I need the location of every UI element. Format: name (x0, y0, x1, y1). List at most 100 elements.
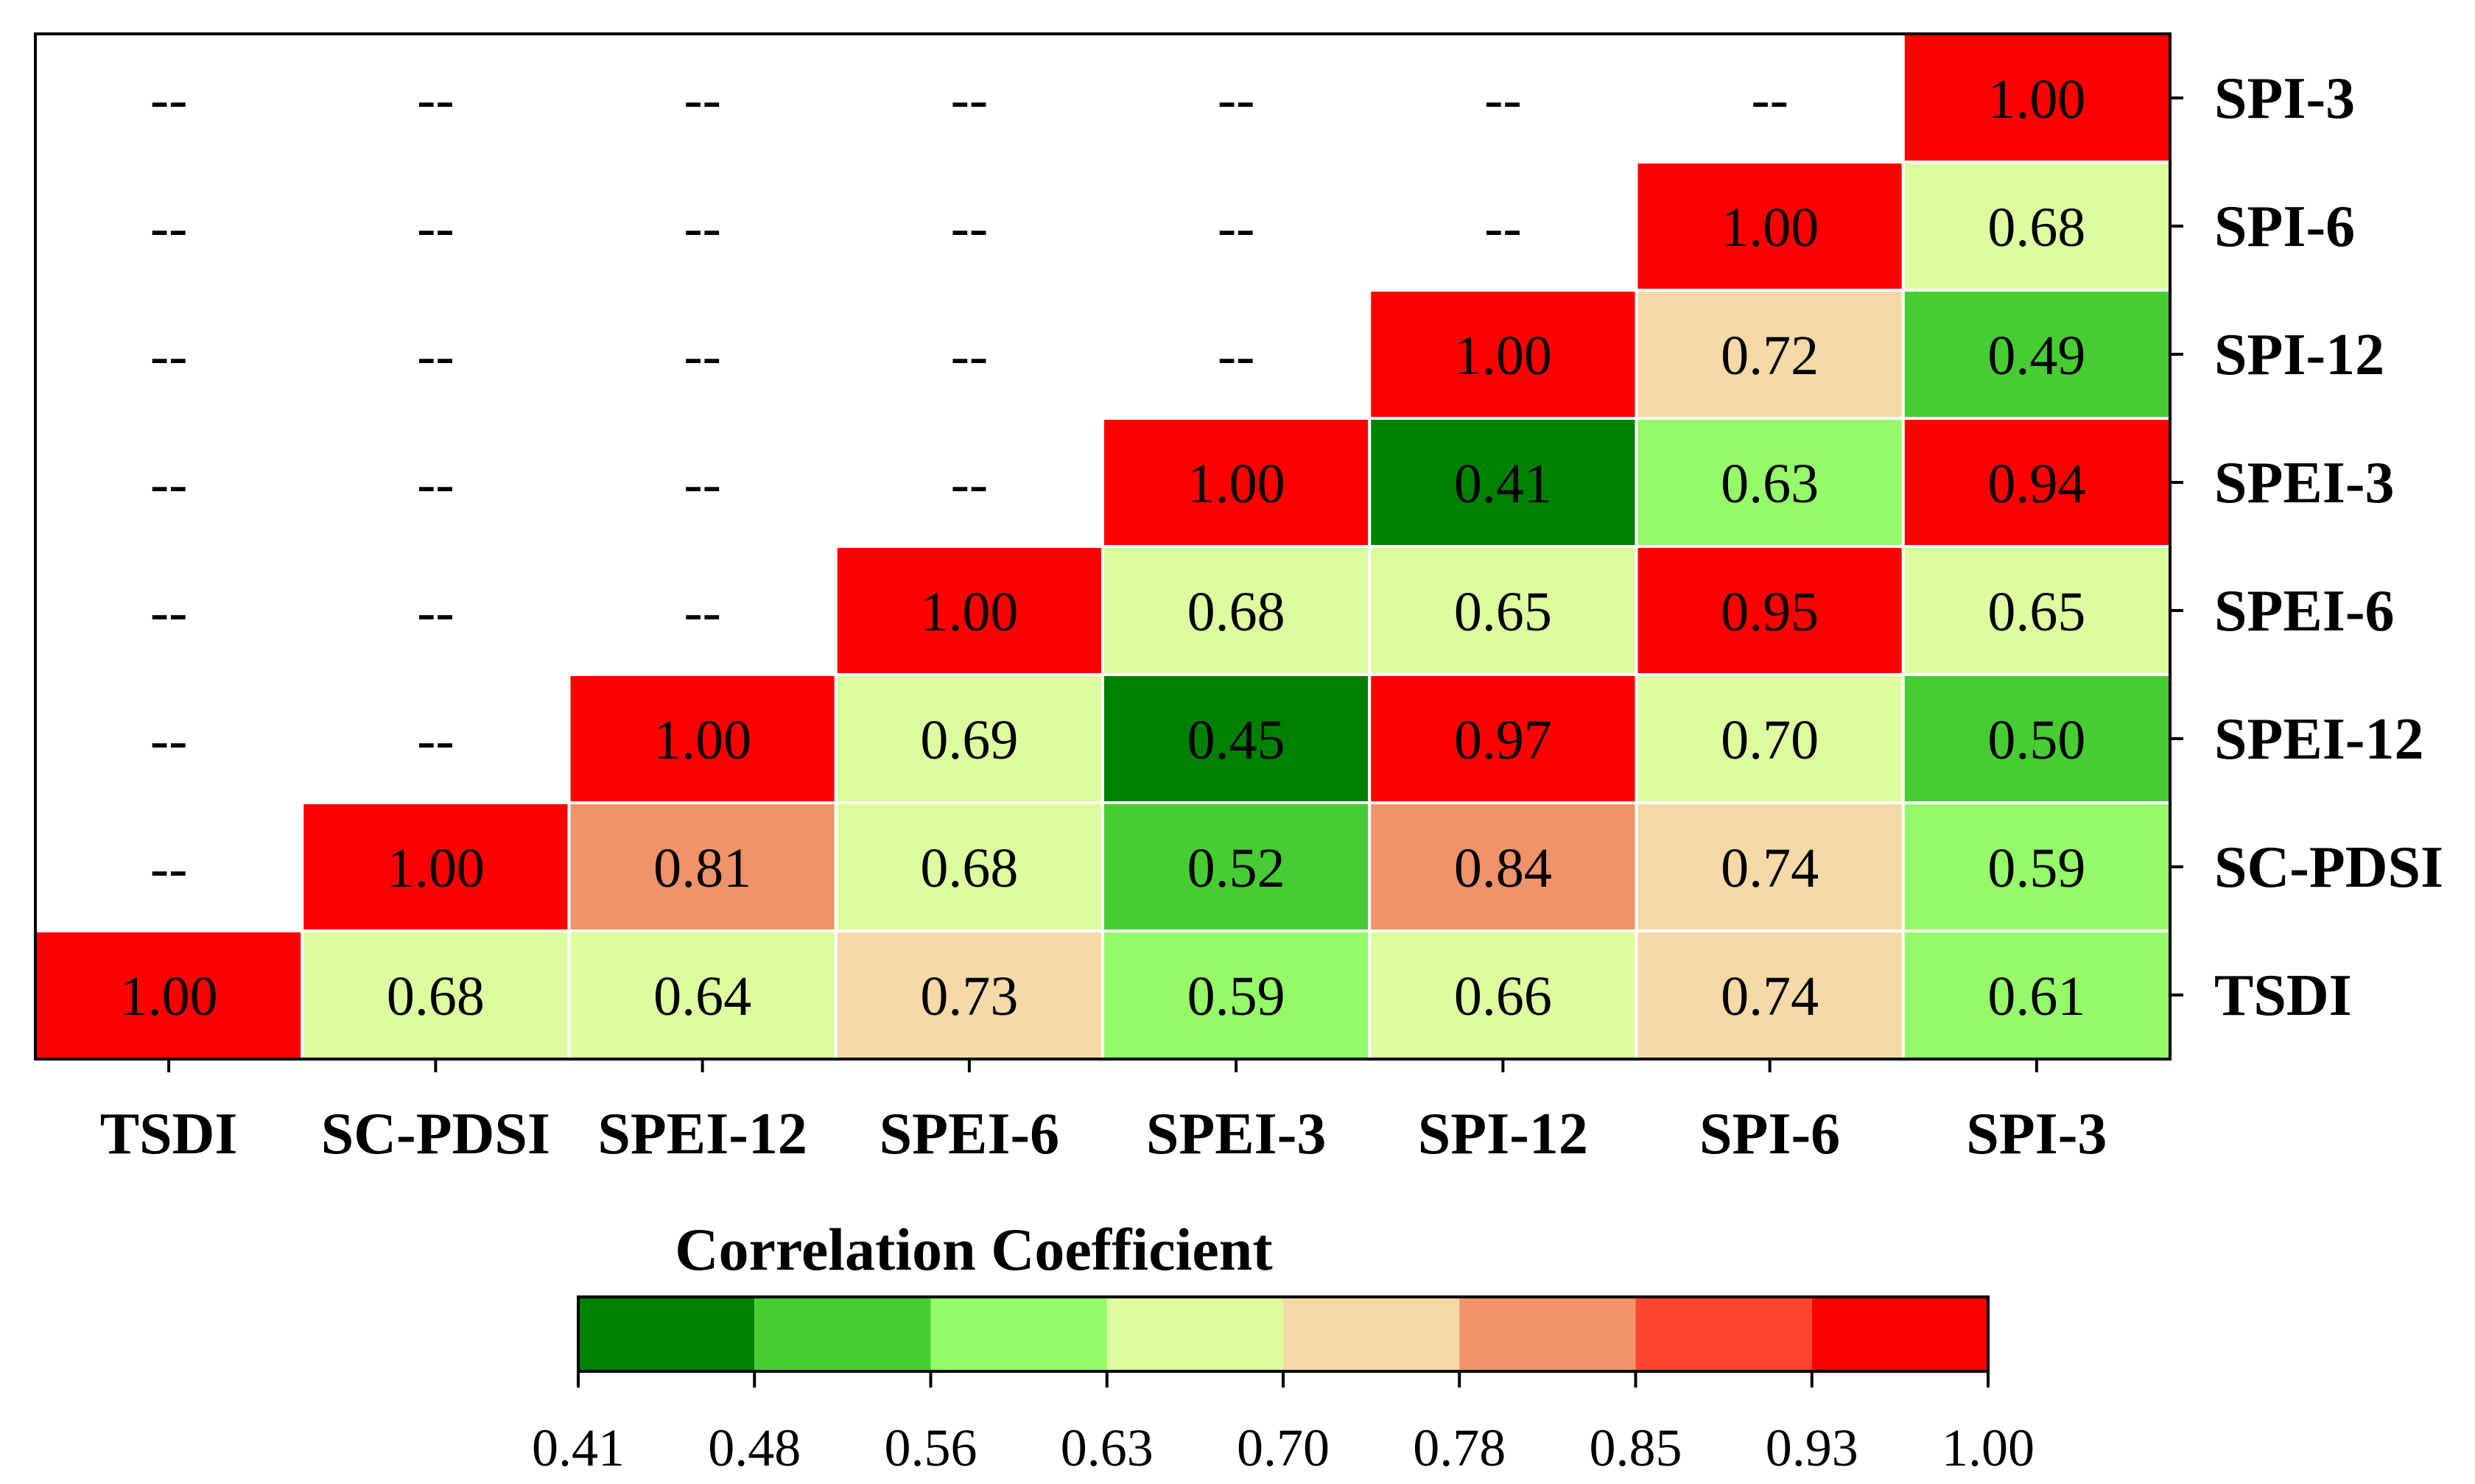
cell-value-label: -- (684, 453, 721, 515)
cell-value-label: 0.94 (1987, 453, 2085, 515)
cell-value-label: 1.00 (1987, 68, 2085, 130)
heatmap-cell (1901, 801, 2172, 932)
heatmap-cell (567, 673, 838, 804)
cell-value-label: -- (417, 197, 454, 259)
cell-value-label: 0.61 (1987, 966, 2085, 1027)
colorbar-tick-label: 0.41 (532, 1418, 625, 1477)
plot-frame (34, 32, 2172, 1061)
cell-value-label: 0.95 (1721, 581, 1819, 643)
colorbar-swatch (930, 1297, 1107, 1371)
heatmap-cell (1368, 417, 1638, 548)
colorbar-tick-label: 0.93 (1766, 1418, 1858, 1477)
heatmap-cells: -- -- -- -- -- -- -- 1.00 -- -- -- -- -- -- 1.00 0.68 --… (34, 32, 2172, 1061)
cell-value-label: 0.63 (1721, 453, 1819, 515)
cell-value-label: 0.45 (1187, 709, 1285, 771)
cell-value-label: 0.72 (1721, 325, 1819, 387)
heatmap-cell (1901, 417, 2172, 548)
colorbar-ticks: 0.41 0.48 0.56 0.63 0.70 0.78 0.85 0.93 1.00 (532, 1371, 2035, 1477)
colorbar-tick-label: 0.48 (708, 1418, 801, 1477)
cell-value-label: 0.74 (1721, 837, 1819, 899)
cell-value-label: -- (150, 68, 188, 130)
cell-value-label: -- (1218, 197, 1255, 259)
cell-value-label: -- (1218, 68, 1255, 130)
cell-value-label: 1.00 (1187, 453, 1285, 515)
cell-value-label: -- (417, 453, 454, 515)
y-tick-label: SPEI-12 (2214, 707, 2424, 772)
cell-value-label: 1.00 (1454, 325, 1552, 387)
colorbar-swatch (1811, 1297, 1988, 1371)
cell-value-label: -- (150, 325, 188, 387)
cell-value-label: -- (150, 581, 188, 643)
cell-value-label: -- (417, 325, 454, 387)
x-axis: TSDI SC-PDSI SPEI-12 SPEI-6 SPEI-3 SPI-12 SPI-… (100, 1059, 2107, 1167)
cell-value-label: -- (684, 68, 721, 130)
cell-value-label: -- (951, 325, 989, 387)
cell-value-label: 0.68 (920, 837, 1018, 899)
cell-value-label: 0.59 (1987, 837, 2085, 899)
cell-value-label: -- (951, 68, 989, 130)
x-tick-label: SPEI-3 (1146, 1102, 1327, 1167)
colorbar-tick-label: 0.63 (1061, 1418, 1154, 1477)
cell-value-label: -- (417, 581, 454, 643)
y-tick-label: SPI-6 (2214, 194, 2355, 259)
cell-value-label: 0.41 (1454, 453, 1552, 515)
cell-value-label: -- (684, 325, 721, 387)
heatmap-cell (1635, 673, 1905, 804)
colorbar-title: Correlation Coefficient (675, 1216, 1272, 1283)
cell-value-label: -- (1484, 197, 1522, 259)
cell-value-label: 0.64 (653, 966, 751, 1027)
cell-value-label: 0.69 (920, 709, 1018, 771)
colorbar-legend: Correlation Coefficient 0.41 0.48 0.56 0.63… (532, 1216, 2035, 1477)
x-tick-label: SC-PDSI (321, 1102, 550, 1167)
cell-value-label: 0.97 (1454, 709, 1552, 771)
cell-value-label: 1.00 (387, 837, 485, 899)
heatmap-cell (834, 673, 1104, 804)
cell-value-label: 0.65 (1987, 581, 2085, 643)
cell-value-label: 0.68 (1987, 197, 2085, 259)
cell-value-label: -- (1484, 68, 1522, 130)
y-tick-label: SPI-3 (2214, 66, 2355, 131)
cell-value-label: 0.74 (1721, 966, 1819, 1027)
colorbar-tick-label: 0.70 (1237, 1418, 1330, 1477)
x-tick-label: SPI-12 (1418, 1102, 1588, 1167)
colorbar-tick-label: 1.00 (1942, 1418, 2035, 1477)
heatmap-cell (1901, 289, 2172, 420)
cell-value-label: 1.00 (120, 966, 218, 1027)
cell-value-label: 0.68 (387, 966, 485, 1027)
y-tick-label: SPEI-3 (2214, 451, 2395, 516)
x-tick-label: SPEI-6 (880, 1102, 1060, 1167)
cell-value-label: -- (150, 453, 188, 515)
colorbar-swatch (1459, 1297, 1636, 1371)
cell-value-label: 0.68 (1187, 581, 1285, 643)
x-tick-label: SPI-6 (1699, 1102, 1840, 1167)
heatmap-cell (1901, 32, 2172, 163)
cell-value-label: -- (951, 197, 989, 259)
x-tick-label: SPEI-12 (597, 1102, 807, 1167)
heatmap-cell (34, 929, 304, 1061)
colorbar-swatch (1106, 1297, 1283, 1371)
heatmap-cell (1101, 801, 1372, 932)
heatmap-cell (1101, 673, 1372, 804)
cell-value-label: -- (150, 837, 188, 899)
cell-value-label: 0.59 (1187, 966, 1285, 1027)
cell-value-label: 1.00 (1721, 197, 1819, 259)
colorbar-tick-label: 0.56 (885, 1418, 977, 1477)
cell-value-label: 1.00 (653, 709, 751, 771)
cell-value-label: -- (1218, 325, 1255, 387)
cell-value-label: 0.49 (1987, 325, 2085, 387)
colorbar-tick-label: 0.78 (1413, 1418, 1506, 1477)
colorbar-tick-label: 0.85 (1590, 1418, 1682, 1477)
y-tick-label: SPI-12 (2214, 323, 2384, 387)
heatmap-cell (1635, 545, 1905, 676)
heatmap-cell (1635, 161, 1905, 292)
x-tick-label: TSDI (100, 1102, 238, 1167)
cell-value-label: -- (150, 709, 188, 771)
colorbar-swatches (578, 1297, 1988, 1371)
heatmap-cell (1901, 929, 2172, 1061)
cell-value-label: 1.00 (920, 581, 1018, 643)
y-tick-label: SPEI-6 (2214, 579, 2395, 644)
cell-value-label: 0.81 (653, 837, 751, 899)
cell-value-label: 0.50 (1987, 709, 2085, 771)
x-tick-label: SPI-3 (1966, 1102, 2107, 1167)
